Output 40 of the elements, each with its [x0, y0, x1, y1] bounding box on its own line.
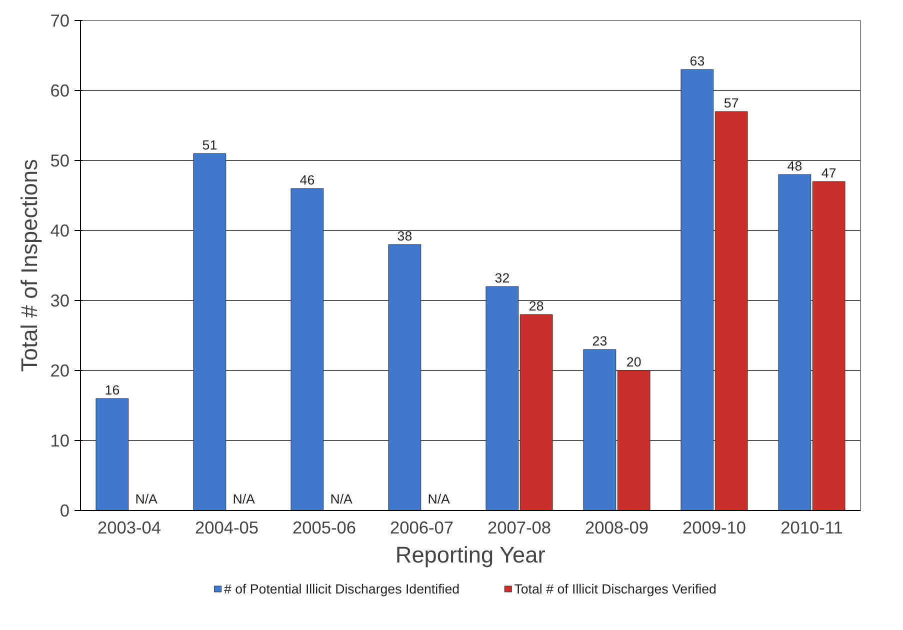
- legend-label: # of Potential Illicit Discharges Identified: [224, 582, 460, 596]
- x-tick-label: 2009-10: [682, 518, 746, 538]
- x-tick-label: 2003-04: [97, 518, 162, 538]
- data-label: 23: [592, 333, 608, 348]
- text: N/A: [330, 491, 352, 506]
- data-label: 57: [724, 95, 739, 110]
- x-tick-label: 2010-11: [780, 518, 843, 538]
- data-label: 38: [397, 228, 412, 244]
- data-label: 32: [494, 270, 510, 286]
- x-tick-label: 2004-05: [194, 518, 259, 538]
- y-tick-label: 50: [50, 150, 70, 170]
- y-tick-label: 10: [50, 430, 70, 450]
- bar: [193, 153, 226, 510]
- data-label: 16: [104, 382, 120, 398]
- data-label: 20: [626, 354, 642, 370]
- y-tick-label: 0: [60, 500, 70, 520]
- text: N/A: [428, 491, 450, 506]
- y-tick-label: 20: [50, 360, 70, 380]
- data-label: 28: [528, 298, 544, 314]
- data-label: 47: [821, 165, 836, 180]
- x-tick-label: 2008-09: [584, 518, 649, 538]
- x-axis-title: Reporting Year: [395, 542, 546, 568]
- y-tick-label: 70: [50, 10, 70, 30]
- bar: [290, 188, 324, 510]
- data-label: 51: [202, 137, 218, 152]
- legend-label: Total # of Illicit Discharges Verified: [514, 582, 716, 596]
- data-label: 48: [787, 158, 802, 174]
- data-label: 63: [690, 53, 705, 68]
- y-tick-label: 30: [50, 290, 70, 310]
- data-label: 46: [300, 172, 315, 188]
- y-axis-title: Total # of Inspections: [16, 159, 42, 372]
- text: N/A: [135, 491, 158, 506]
- x-tick-label: 2007-08: [487, 518, 552, 538]
- x-tick-label: 2005-06: [292, 518, 356, 538]
- bar: [388, 244, 422, 510]
- x-tick-label: 2006-07: [390, 518, 454, 538]
- text: N/A: [232, 491, 255, 506]
- y-tick-label: 60: [50, 80, 70, 100]
- bar: [96, 398, 129, 510]
- y-tick-label: 40: [50, 220, 70, 240]
